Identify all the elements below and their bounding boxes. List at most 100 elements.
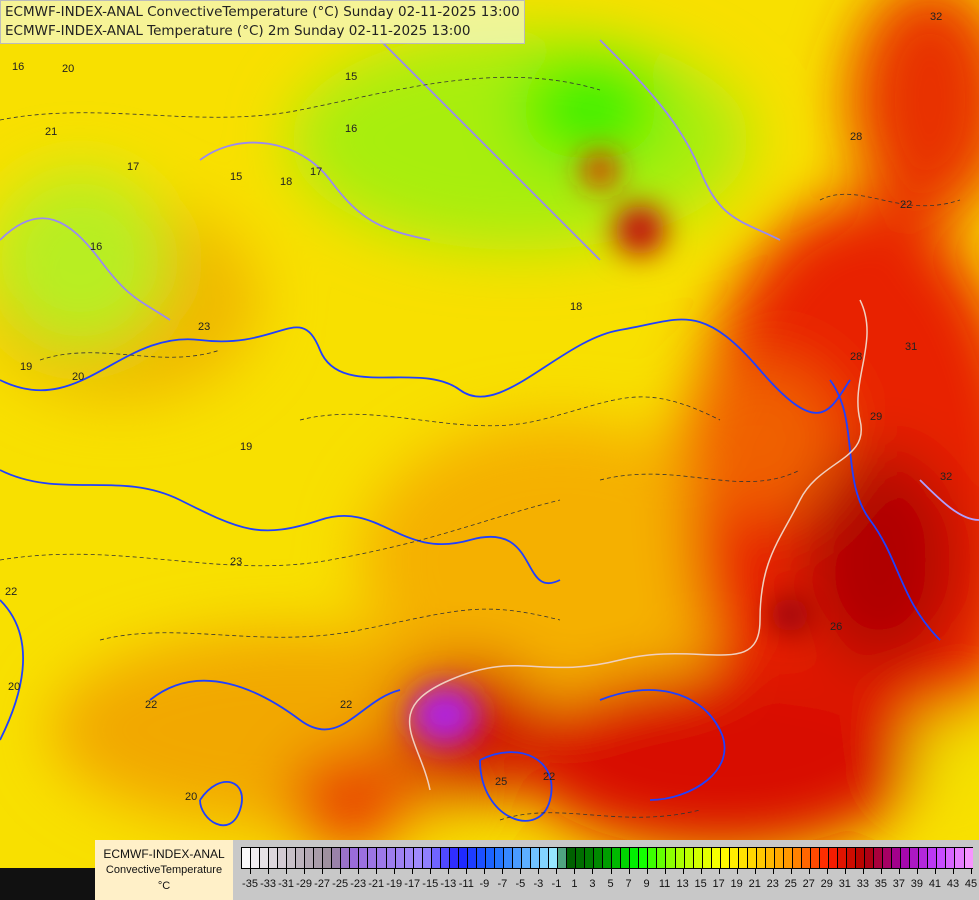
- contour-label: 21: [45, 126, 57, 138]
- contour-label: 18: [280, 176, 292, 188]
- legend-swatch: [765, 848, 775, 868]
- legend-unit: °C: [157, 880, 171, 892]
- legend-swatch: [693, 848, 703, 868]
- legend-tick-label: -27: [314, 878, 331, 890]
- legend-tick: [646, 868, 648, 874]
- legend-swatch: [503, 848, 513, 868]
- legend-swatch: [278, 848, 288, 868]
- legend-tick-label: 3: [589, 878, 596, 890]
- legend-tick: [934, 868, 936, 874]
- legend-tick: [502, 868, 504, 874]
- legend-tick-label: 45: [964, 878, 978, 890]
- legend-swatch: [368, 848, 378, 868]
- legend-swatch: [413, 848, 423, 868]
- contour-label: 20: [72, 371, 84, 383]
- legend-tick: [916, 868, 918, 874]
- convective-contours: [0, 39, 979, 827]
- map-title-box: ECMWF-INDEX-ANAL ConvectiveTemperature (…: [0, 0, 525, 44]
- legend-tick-label: 35: [874, 878, 887, 890]
- legend-swatch: [964, 848, 973, 868]
- legend-tick: [844, 868, 846, 874]
- legend-swatch: [720, 848, 730, 868]
- contour-label: 16: [345, 123, 357, 135]
- legend-swatch: [892, 848, 902, 868]
- legend-swatch: [648, 848, 658, 868]
- legend-swatch: [666, 848, 676, 868]
- legend-swatch: [440, 848, 450, 868]
- legend-swatch: [531, 848, 541, 868]
- legend-swatch: [657, 848, 667, 868]
- contour-label: 26: [830, 621, 842, 633]
- legend-tick-label: -17: [404, 878, 421, 890]
- legend-swatch: [395, 848, 405, 868]
- legend-tick-label: 41: [928, 878, 942, 890]
- legend-tick-label: 9: [643, 878, 650, 890]
- legend-swatch: [558, 848, 568, 868]
- legend-swatch: [422, 848, 432, 868]
- legend-tick: [790, 868, 792, 874]
- legend-swatch: [928, 848, 938, 868]
- legend-tick-label: 15: [694, 878, 707, 890]
- legend-tick-label: 17: [712, 878, 725, 890]
- legend-swatch: [323, 848, 333, 868]
- contour-label: 28: [850, 131, 862, 143]
- temperature-field: [0, 0, 979, 850]
- legend-tick-label: 27: [802, 878, 815, 890]
- legend-tick: [628, 868, 630, 874]
- legend-swatch: [702, 848, 712, 868]
- contour-label: 28: [850, 351, 862, 363]
- legend-swatch: [901, 848, 911, 868]
- legend-swatch: [756, 848, 766, 868]
- legend-tick-label: -21: [368, 878, 385, 890]
- contour-label: 22: [543, 771, 555, 783]
- legend-tick: [754, 868, 756, 874]
- legend-tick: [250, 868, 251, 874]
- legend-swatch: [612, 848, 622, 868]
- legend-tick: [664, 868, 666, 874]
- legend-tick: [826, 868, 828, 874]
- legend-tick: [862, 868, 864, 874]
- contour-label: 23: [198, 321, 210, 333]
- legend-swatch: [476, 848, 486, 868]
- contour-label: 22: [900, 199, 912, 211]
- legend-tick-label: 23: [766, 878, 779, 890]
- legend-swatch: [386, 848, 396, 868]
- legend-swatch: [350, 848, 360, 868]
- legend-swatch: [738, 848, 748, 868]
- legend-swatch: [937, 848, 947, 868]
- legend-swatch: [639, 848, 649, 868]
- legend-tick-label: -33: [260, 878, 276, 890]
- legend-swatch: [865, 848, 875, 868]
- legend-tick: [412, 868, 414, 874]
- legend-tick-label: 29: [820, 878, 833, 890]
- contour-label: 20: [8, 681, 20, 693]
- legend-tick: [718, 868, 720, 874]
- legend-tick: [556, 868, 558, 874]
- legend-swatch: [341, 848, 351, 868]
- legend-swatch: [847, 848, 857, 868]
- legend-swatch: [377, 848, 387, 868]
- legend-tick: [286, 868, 288, 874]
- legend-swatch: [810, 848, 820, 868]
- legend-tick: [430, 868, 432, 874]
- legend-tick-label: 7: [625, 878, 632, 890]
- legend-tick: [376, 868, 378, 874]
- legend-swatch: [485, 848, 495, 868]
- contour-label: 22: [340, 699, 352, 711]
- legend-tick: [952, 868, 954, 874]
- legend-tick-label: -3: [533, 878, 544, 890]
- legend-tick: [682, 868, 684, 874]
- legend-swatch: [242, 848, 252, 868]
- legend-tick-label: -1: [551, 878, 562, 890]
- legend-swatch: [711, 848, 721, 868]
- legend-swatch: [774, 848, 784, 868]
- legend-swatch: [314, 848, 324, 868]
- legend-tick-label: -7: [497, 878, 508, 890]
- contour-label: 31: [905, 341, 917, 353]
- legend-tick: [898, 868, 900, 874]
- legend-ticks: -35 -33 -31 -29 -27 -25 -23 -21 -19 -17 -15 -13 -11-…: [241, 868, 977, 898]
- legend-tick-label: 33: [856, 878, 869, 890]
- legend-swatch: [512, 848, 522, 868]
- legend-tick-label: 11: [658, 878, 671, 890]
